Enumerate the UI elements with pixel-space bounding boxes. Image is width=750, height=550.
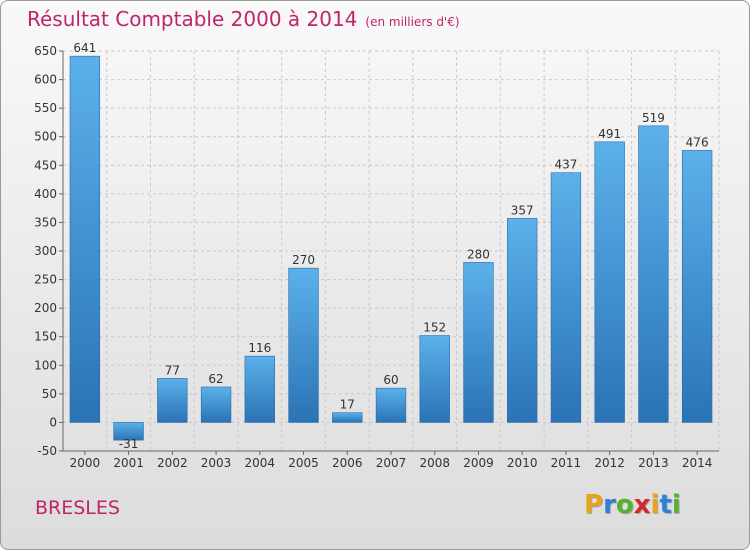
x-tick-label: 2004 — [245, 456, 276, 470]
bar — [157, 378, 188, 423]
x-tick-label: 2002 — [157, 456, 188, 470]
chart-title: Résultat Comptable 2000 à 2014 — [27, 7, 358, 31]
x-tick-label: 2007 — [376, 456, 407, 470]
bar — [200, 386, 232, 423]
y-tick-label: 250 — [34, 273, 57, 287]
x-tick-label: 2014 — [682, 456, 713, 470]
axes — [59, 50, 719, 455]
data-label: 641 — [73, 41, 96, 55]
bar — [332, 412, 363, 423]
logo-letter: t — [659, 490, 672, 520]
data-label: -31 — [119, 437, 139, 451]
bar — [419, 335, 450, 423]
data-label: 270 — [292, 253, 315, 267]
data-label: 152 — [423, 321, 446, 335]
data-label: 17 — [340, 398, 355, 412]
logo-letter: i — [650, 490, 660, 520]
logo-letter: P — [584, 490, 604, 520]
x-tick-label: 2013 — [638, 456, 669, 470]
title-row: Résultat Comptable 2000 à 2014 (en millie… — [27, 7, 460, 31]
y-tick-label: 550 — [34, 101, 57, 115]
y-tick-label: 50 — [42, 387, 57, 401]
bar — [507, 218, 538, 423]
x-tick-label: 2010 — [507, 456, 538, 470]
data-label: 62 — [208, 372, 223, 386]
data-label: 60 — [383, 373, 398, 387]
data-label: 116 — [248, 341, 271, 355]
data-label: 476 — [686, 135, 709, 149]
data-label: 519 — [642, 111, 665, 125]
x-tick-label: 2011 — [551, 456, 582, 470]
x-tick-label: 2012 — [594, 456, 625, 470]
y-tick-label: 100 — [34, 358, 57, 372]
y-tick-label: 600 — [34, 73, 57, 87]
bar — [550, 172, 582, 423]
y-tick-label: 400 — [34, 187, 57, 201]
x-tick-label: 2005 — [288, 456, 319, 470]
bar — [69, 55, 101, 423]
chart-subtitle: (en milliers d'€) — [365, 15, 460, 29]
commune-name: BRESLES — [35, 497, 120, 519]
y-tick-label: 350 — [34, 215, 57, 229]
logo-letter: o — [615, 490, 634, 520]
data-label: 357 — [511, 203, 534, 217]
y-tick-label: 450 — [34, 158, 57, 172]
logo-letter: x — [633, 490, 651, 520]
x-tick-label: 2003 — [201, 456, 232, 470]
x-tick-label: 2000 — [70, 456, 101, 470]
x-tick-label: 2008 — [419, 456, 450, 470]
data-label: 280 — [467, 247, 490, 261]
bar — [594, 141, 625, 423]
labels: -50 0 50 100 150 200 250 300 350 400 450 500 550 600 6… — [34, 41, 712, 470]
y-tick-label: 300 — [34, 244, 57, 258]
bar — [113, 422, 144, 441]
y-tick-label: 650 — [34, 44, 57, 58]
bar — [375, 387, 407, 423]
bar — [638, 125, 669, 423]
y-tick-label: 0 — [49, 415, 57, 429]
bar — [244, 355, 275, 423]
bar — [681, 150, 713, 423]
proxiti-logo[interactable]: Proxiti — [584, 490, 681, 520]
logo-letter: i — [671, 490, 681, 520]
x-tick-label: 2006 — [332, 456, 363, 470]
data-label: 77 — [165, 363, 180, 377]
bars — [69, 55, 713, 441]
data-label: 437 — [554, 158, 577, 172]
bar — [288, 267, 319, 423]
data-label: 491 — [598, 127, 621, 141]
y-tick-label: 500 — [34, 130, 57, 144]
y-tick-label: 150 — [34, 330, 57, 344]
y-tick-label: 200 — [34, 301, 57, 315]
logo-letter: r — [603, 490, 616, 520]
x-tick-label: 2001 — [113, 456, 144, 470]
bar — [463, 262, 494, 423]
x-tick-label: 2009 — [463, 456, 494, 470]
y-tick-label: -50 — [37, 444, 57, 458]
